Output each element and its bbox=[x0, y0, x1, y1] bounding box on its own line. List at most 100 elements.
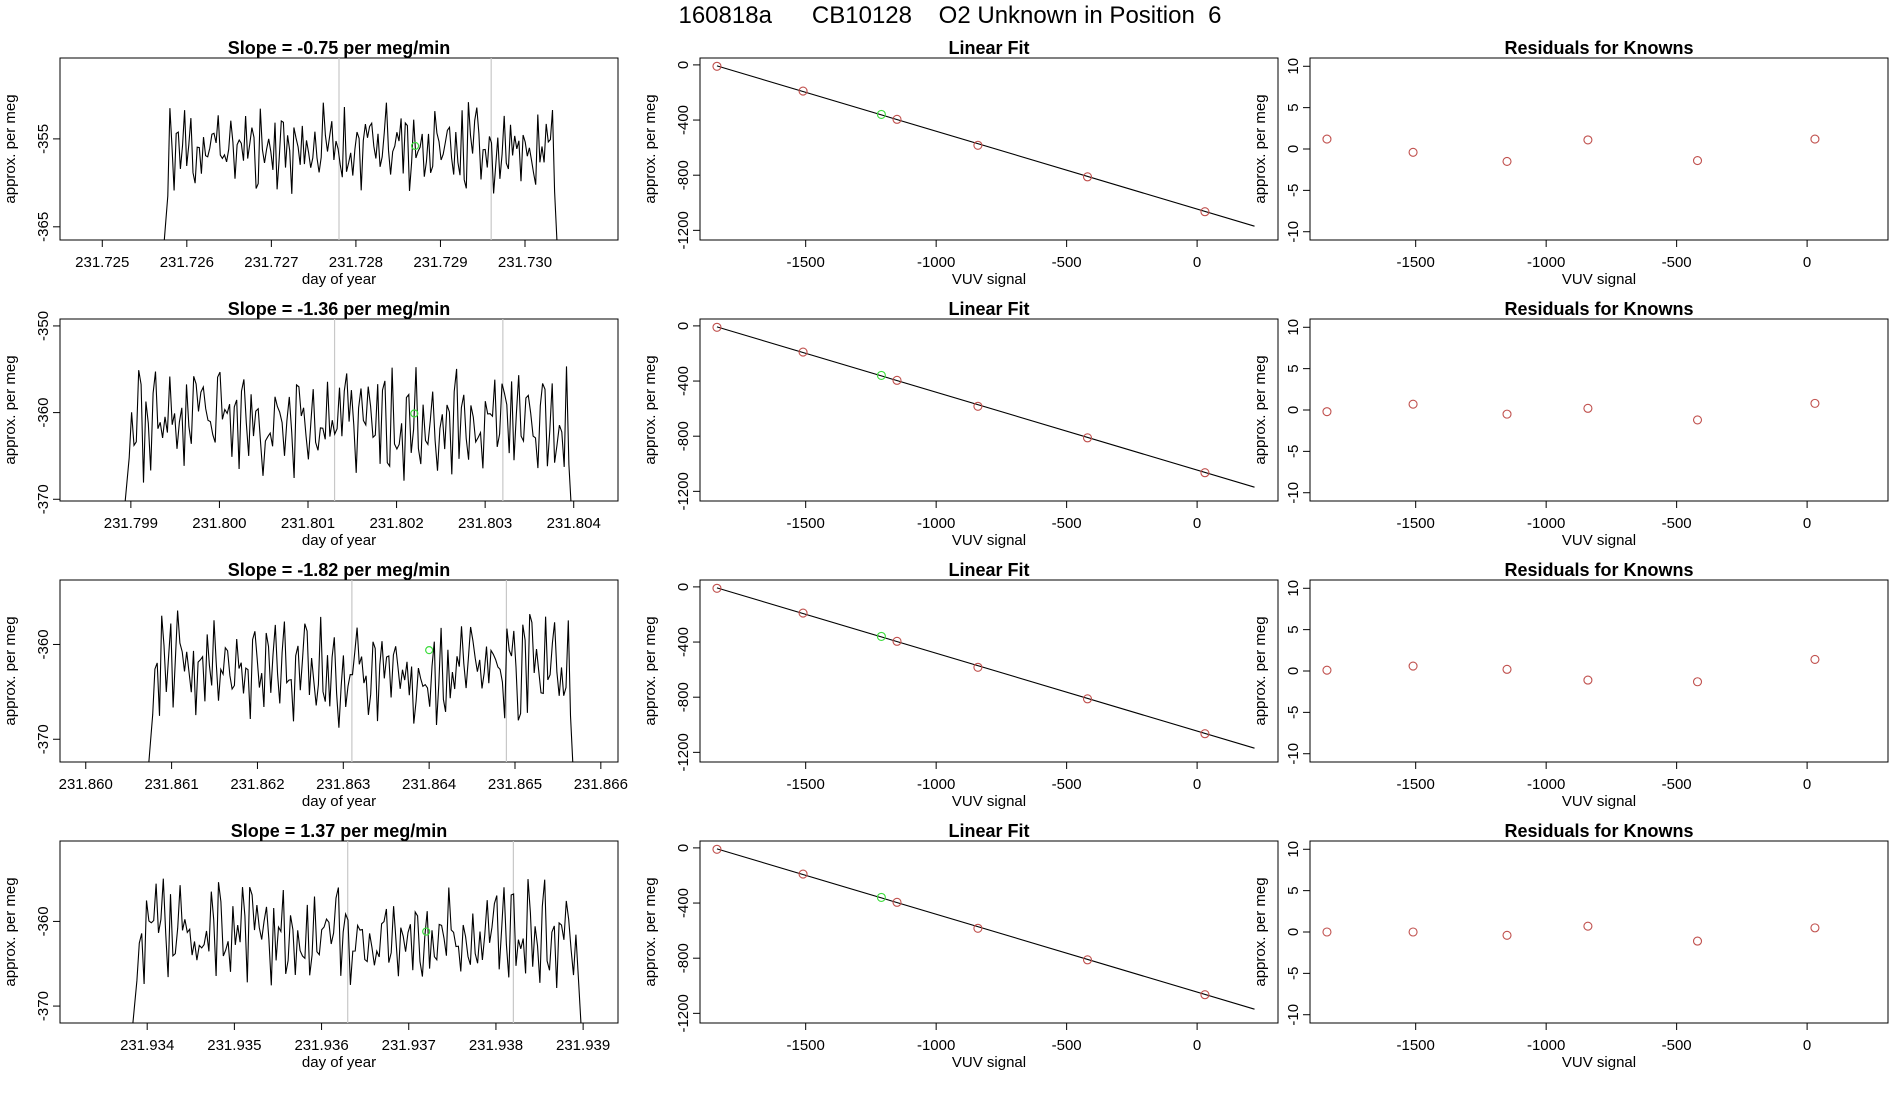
residuals-r1-y-tick-label: 10 bbox=[1285, 58, 1302, 75]
residuals-r3-residual-point bbox=[1692, 677, 1703, 687]
fit-r3-unknown-point bbox=[876, 631, 886, 641]
timeseries-r3-series-line bbox=[148, 610, 574, 762]
residuals-r3-residual-point bbox=[1810, 654, 1820, 664]
fit-r1-x-tick-label: -1000 bbox=[917, 254, 955, 271]
timeseries-r2-y-axis-label: approx. per meg bbox=[2, 355, 19, 464]
residuals-r1-residual-point bbox=[1583, 135, 1593, 145]
timeseries-r4-x-tick-label: 231.935 bbox=[207, 1037, 261, 1054]
residuals-r4-y-tick-label: 10 bbox=[1285, 841, 1302, 858]
timeseries-r1-x-tick-label: 231.727 bbox=[244, 254, 298, 271]
residuals-r4-x-tick-label: 0 bbox=[1803, 1037, 1811, 1054]
residuals-r3-y-axis-label: approx. per meg bbox=[1252, 616, 1269, 725]
timeseries-r4-plot-frame bbox=[59, 840, 619, 1024]
residuals-r1-title: Residuals for Knowns bbox=[1504, 38, 1693, 58]
timeseries-r2-x-axis-label: day of year bbox=[302, 532, 376, 549]
timeseries-r4-y-axis-label: approx. per meg bbox=[2, 877, 19, 986]
timeseries-r3-x-tick-label: 231.866 bbox=[574, 776, 628, 793]
fit-r4-x-tick-label: -1500 bbox=[786, 1037, 824, 1054]
timeseries-r1-title: Slope = -0.75 per meg/min bbox=[228, 38, 451, 58]
residuals-r2-x-tick-label: -500 bbox=[1662, 515, 1692, 532]
residuals-r4-x-tick-label: -1500 bbox=[1396, 1037, 1434, 1054]
fit-r4-y-axis-label: approx. per meg bbox=[642, 877, 659, 986]
fit-r3-title: Linear Fit bbox=[948, 560, 1029, 580]
timeseries-r1-y-tick-label: -355 bbox=[35, 124, 52, 154]
residuals-r2-residual-point bbox=[1502, 409, 1512, 419]
fit-r2-known-point bbox=[1082, 433, 1093, 443]
fit-r4-y-tick-label: -400 bbox=[675, 888, 692, 918]
fit-r3-plot-frame bbox=[699, 579, 1279, 763]
timeseries-r4-x-tick-label: 231.934 bbox=[120, 1037, 174, 1054]
residuals-r2-y-axis-label: approx. per meg bbox=[1252, 355, 1269, 464]
timeseries-r3-x-tick-label: 231.862 bbox=[230, 776, 284, 793]
residuals-r4-x-tick-label: -500 bbox=[1662, 1037, 1692, 1054]
fit-r1-x-axis-label: VUV signal bbox=[952, 271, 1026, 288]
fit-r2-x-tick-label: 0 bbox=[1193, 515, 1201, 532]
fit-r4-y-tick-label: 0 bbox=[675, 844, 692, 852]
fit-r2-y-axis-label: approx. per meg bbox=[642, 355, 659, 464]
residuals-r1-residual-point bbox=[1810, 134, 1820, 144]
timeseries-r3-x-tick-label: 231.863 bbox=[316, 776, 370, 793]
timeseries-r2-series-line bbox=[124, 366, 572, 501]
fit-r3-known-point bbox=[892, 636, 902, 646]
residuals-r3-residual-point bbox=[1583, 675, 1593, 685]
fit-r1-known-point bbox=[712, 61, 722, 71]
residuals-r1-x-axis-label: VUV signal bbox=[1562, 271, 1636, 288]
fit-r3-known-point bbox=[1082, 694, 1093, 704]
fit-r3-known-point bbox=[798, 608, 808, 618]
fit-r3-fit-line bbox=[716, 587, 1255, 749]
fit-r4-known-point bbox=[1200, 990, 1210, 1000]
fit-r1-known-point bbox=[798, 86, 808, 96]
timeseries-r4-series-line bbox=[132, 878, 582, 1023]
residuals-r3-y-tick-label: 5 bbox=[1285, 625, 1302, 633]
timeseries-r3-unknown-point bbox=[425, 646, 434, 655]
fit-r4-known-point bbox=[1082, 955, 1093, 965]
fit-r3-y-axis-label: approx. per meg bbox=[642, 616, 659, 725]
timeseries-r3-y-tick-label: -360 bbox=[35, 629, 52, 659]
fit-r4-fit-line bbox=[716, 848, 1255, 1010]
timeseries-r3-x-tick-label: 231.865 bbox=[488, 776, 542, 793]
fit-r1-y-tick-label: -1200 bbox=[675, 211, 692, 249]
residuals-r2-residual-point bbox=[1322, 407, 1332, 417]
residuals-r3-title: Residuals for Knowns bbox=[1504, 560, 1693, 580]
timeseries-r4-x-tick-label: 231.938 bbox=[469, 1037, 523, 1054]
residuals-r1-y-tick-label: -10 bbox=[1285, 221, 1302, 243]
residuals-r1-y-axis-label: approx. per meg bbox=[1252, 94, 1269, 203]
fit-r3-x-tick-label: 0 bbox=[1193, 776, 1201, 793]
fit-r2-y-tick-label: -1200 bbox=[675, 472, 692, 510]
timeseries-r3-plot-frame bbox=[59, 579, 619, 763]
timeseries-r3-title: Slope = -1.82 per meg/min bbox=[228, 560, 451, 580]
residuals-r3-x-tick-label: -1000 bbox=[1527, 776, 1565, 793]
residuals-r1-y-tick-label: 5 bbox=[1285, 103, 1302, 111]
residuals-r3-x-tick-label: 0 bbox=[1803, 776, 1811, 793]
timeseries-r1-x-tick-label: 231.730 bbox=[498, 254, 552, 271]
residuals-r4-residual-point bbox=[1408, 927, 1418, 937]
residuals-r1-residual-point bbox=[1322, 134, 1332, 144]
timeseries-r2-y-tick-label: -370 bbox=[35, 484, 52, 514]
fit-r1-x-tick-label: -500 bbox=[1052, 254, 1082, 271]
residuals-r4-residual-point bbox=[1502, 930, 1512, 940]
fit-r4-x-tick-label: -500 bbox=[1052, 1037, 1082, 1054]
timeseries-r4-x-tick-label: 231.936 bbox=[294, 1037, 348, 1054]
fit-r1-known-point bbox=[973, 140, 983, 150]
residuals-r3-y-tick-label: -5 bbox=[1285, 706, 1302, 719]
fit-r2-x-tick-label: -500 bbox=[1052, 515, 1082, 532]
timeseries-r4-x-tick-label: 231.939 bbox=[556, 1037, 610, 1054]
fit-r4-y-tick-label: -1200 bbox=[675, 994, 692, 1032]
fit-r4-x-axis-label: VUV signal bbox=[952, 1054, 1026, 1071]
fit-r1-y-tick-label: -400 bbox=[675, 105, 692, 135]
fit-r3-x-tick-label: -1000 bbox=[917, 776, 955, 793]
timeseries-r2-title: Slope = -1.36 per meg/min bbox=[228, 299, 451, 319]
residuals-r2-x-tick-label: 0 bbox=[1803, 515, 1811, 532]
fit-r1-y-tick-label: 0 bbox=[675, 61, 692, 69]
fit-r2-known-point bbox=[798, 347, 808, 357]
timeseries-r4-title: Slope = 1.37 per meg/min bbox=[231, 821, 448, 841]
fit-r3-x-axis-label: VUV signal bbox=[952, 793, 1026, 810]
residuals-r1-residual-point bbox=[1502, 156, 1512, 166]
fit-r2-known-point bbox=[892, 375, 902, 385]
timeseries-r1-x-tick-label: 231.726 bbox=[160, 254, 214, 271]
residuals-r2-residual-point bbox=[1583, 403, 1593, 413]
fit-r1-unknown-point bbox=[876, 109, 886, 119]
timeseries-r4-y-tick-label: -370 bbox=[35, 991, 52, 1021]
residuals-r2-x-tick-label: -1500 bbox=[1396, 515, 1434, 532]
residuals-r2-y-tick-label: -10 bbox=[1285, 482, 1302, 504]
